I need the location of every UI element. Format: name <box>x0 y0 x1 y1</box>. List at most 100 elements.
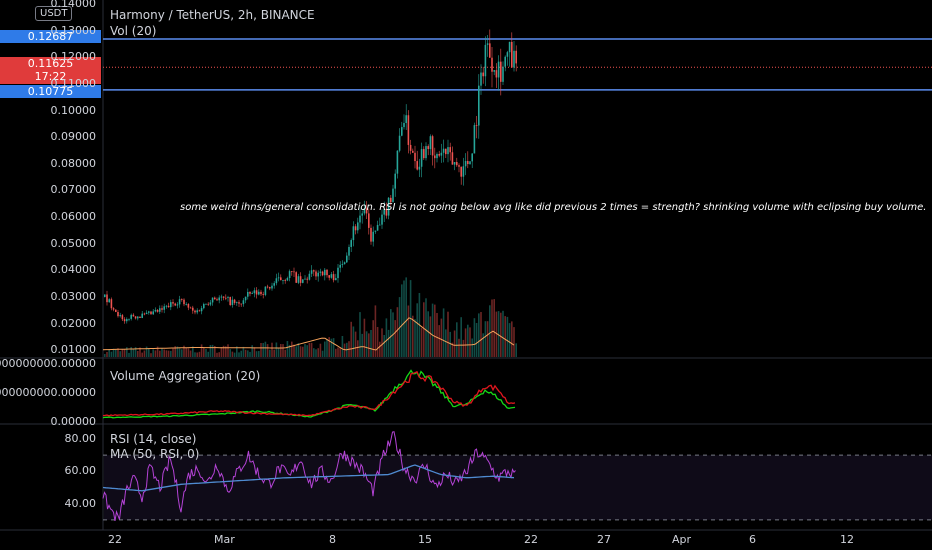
volume-bar <box>291 341 293 357</box>
volume-bar <box>269 349 271 357</box>
volume-bar <box>326 339 328 357</box>
candle-body <box>416 161 418 170</box>
candle-body <box>447 147 449 155</box>
candle-body <box>370 227 372 242</box>
volume-bar <box>317 348 319 357</box>
volume-bar <box>376 327 379 357</box>
volume-bar <box>137 351 139 357</box>
time-tick-label: Apr <box>672 533 692 546</box>
time-tick-label: Mar <box>214 533 235 546</box>
candle-body <box>511 41 513 68</box>
candle-body <box>508 41 511 53</box>
candle-body <box>207 303 209 305</box>
candle-body <box>170 302 172 308</box>
aggregation-tick-label: 4000000000.00000 <box>0 357 96 370</box>
candle-body <box>385 209 388 216</box>
volume-bar <box>119 351 121 357</box>
volume-bar <box>128 352 130 357</box>
candle-body <box>473 125 476 154</box>
candle-body <box>442 148 445 153</box>
volume-bar <box>229 349 231 357</box>
volume-bar <box>383 335 385 357</box>
volume-bar <box>445 329 447 357</box>
candle-body <box>332 274 335 281</box>
candle-body <box>348 246 350 256</box>
candle-body <box>458 165 460 167</box>
volume-bar <box>214 346 216 357</box>
price-tick-label: 0.08000 <box>50 156 97 170</box>
rsi-tick-label: 60.00 <box>64 464 97 478</box>
price-tick-label: 0.12000 <box>50 50 97 64</box>
candle-body <box>104 294 106 298</box>
rsi-legend: RSI (14, close) <box>110 432 197 446</box>
volume-bar <box>262 343 264 357</box>
candle-body <box>357 222 359 231</box>
volume-bar <box>249 351 251 357</box>
candle-body <box>319 271 322 273</box>
candle-body <box>436 153 438 159</box>
candle-body <box>453 162 456 165</box>
volume-bar <box>462 339 465 357</box>
candle-body <box>216 299 218 301</box>
price-tick-label: 0.01000 <box>50 343 97 357</box>
rsi-ma-legend: MA (50, RSI, 0) <box>110 447 200 461</box>
volume-bar <box>284 349 286 357</box>
candle-body <box>185 303 187 305</box>
volume-bar <box>170 350 172 357</box>
candle-body <box>464 161 467 167</box>
volume-bar <box>242 346 245 357</box>
volume-bar <box>231 351 234 357</box>
volume-bar <box>515 343 517 357</box>
volume-bar <box>205 349 207 357</box>
volume-bar <box>156 346 159 357</box>
candle-body <box>225 297 227 299</box>
candle-body <box>209 302 212 305</box>
candle-body <box>291 271 293 272</box>
candle-body <box>401 127 403 136</box>
volume-bar <box>495 311 498 357</box>
volume-bar <box>434 304 436 357</box>
volume-bar <box>134 347 137 357</box>
candle-body <box>183 299 185 305</box>
candle-body <box>381 214 383 225</box>
price-tick-label: 0.14000 <box>50 0 97 10</box>
volume-bar <box>244 349 247 357</box>
candle-body <box>445 148 447 155</box>
candle-body <box>295 272 297 283</box>
volume-bar <box>374 305 377 357</box>
candle-body <box>425 146 427 159</box>
volume-bar <box>108 349 110 357</box>
volume-bar <box>381 328 383 357</box>
candle-body <box>178 299 181 305</box>
rsi-ma-line <box>102 464 515 492</box>
currency-badge[interactable]: USDT <box>35 6 73 21</box>
candle-body <box>423 149 425 159</box>
price-tick-label: 0.02000 <box>50 316 97 330</box>
candle-body <box>293 271 295 273</box>
price-tick-label: 0.05000 <box>50 236 97 250</box>
candle-body <box>200 308 203 312</box>
candle-body <box>462 166 465 177</box>
candle-body <box>126 319 128 322</box>
volume-bar <box>416 303 418 357</box>
candle-body <box>407 115 410 145</box>
candle-body <box>159 308 161 312</box>
volume-bar <box>253 347 256 357</box>
chart-annotation[interactable]: some weird ihns/general consolidation. R… <box>180 202 927 213</box>
volume-bar <box>295 346 297 357</box>
volume-bar <box>264 341 267 357</box>
volume-bar <box>143 350 146 357</box>
candle-body <box>280 277 282 281</box>
volume-bar <box>218 352 220 357</box>
volume-bar <box>150 353 152 357</box>
volume-bar <box>489 305 491 357</box>
volume-bar <box>379 341 381 357</box>
volume-bar <box>482 333 484 357</box>
candle-body <box>506 52 509 57</box>
volume-bar <box>172 348 174 357</box>
candle-body <box>343 262 346 265</box>
candle-body <box>414 152 416 162</box>
candle-body <box>112 308 115 310</box>
candle-body <box>163 306 165 310</box>
